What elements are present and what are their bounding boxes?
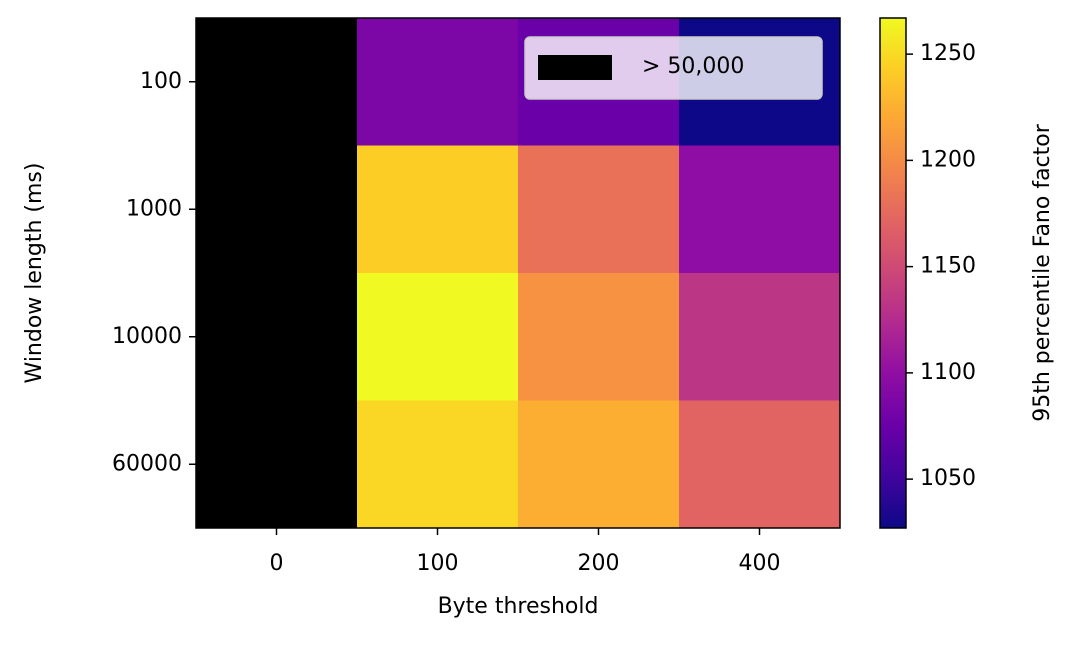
- heatmap-cell: [357, 18, 519, 146]
- heatmap-cell: [357, 400, 519, 529]
- heatmap-cell: [679, 273, 841, 401]
- y-tick-label: 60000: [112, 451, 182, 476]
- y-tick-label: 1000: [126, 196, 182, 221]
- heatmap-cell: [357, 273, 519, 401]
- plot-frame: [195, 17, 841, 529]
- heatmap-cell: [679, 400, 841, 529]
- y-axis-label: Window length (ms): [22, 163, 47, 384]
- heatmap-cell: [357, 145, 519, 274]
- x-tick-label: 100: [417, 551, 459, 576]
- legend: > 50,000: [524, 36, 823, 100]
- x-tick-label: 400: [739, 551, 781, 576]
- missing-cell: [196, 18, 358, 146]
- colorbar-tick-label: 1100: [920, 360, 976, 385]
- missing-cell: [196, 145, 358, 274]
- legend-swatch: [538, 55, 612, 80]
- x-axis-label: Byte threshold: [438, 594, 599, 619]
- missing-cell: [196, 400, 358, 529]
- heatmap-cell: [518, 145, 680, 274]
- y-tick-label: 100: [140, 69, 182, 94]
- heatmap-cell: [679, 145, 841, 274]
- legend-box: [524, 36, 823, 100]
- heatmap-cell: [518, 400, 680, 529]
- colorbar: [879, 17, 907, 529]
- x-tick-label: 200: [578, 551, 620, 576]
- x-tick-label: 0: [270, 551, 284, 576]
- colorbar-tick-label: 1250: [920, 41, 976, 66]
- colorbar-tick-label: 1050: [920, 466, 976, 491]
- legend-label: > 50,000: [642, 54, 744, 79]
- missing-cell: [196, 273, 358, 401]
- heatmap-cell: [518, 273, 680, 401]
- colorbar-tick-label: 1150: [920, 254, 976, 279]
- colorbar-label: 95th percentile Fano factor: [1030, 123, 1055, 421]
- y-tick-label: 10000: [112, 324, 182, 349]
- colorbar-tick-label: 1200: [920, 147, 976, 172]
